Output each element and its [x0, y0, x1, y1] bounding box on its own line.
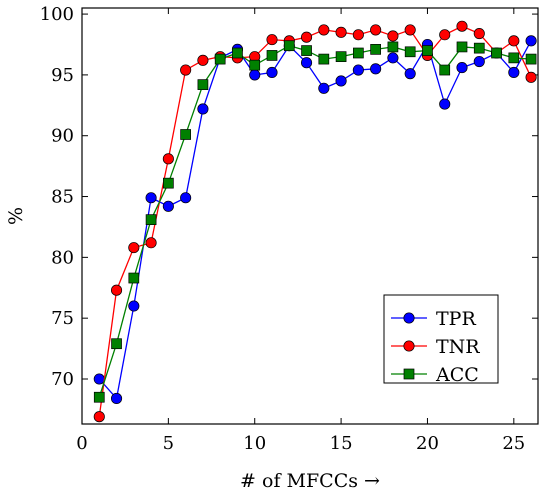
data-point-tnr	[456, 20, 468, 32]
data-point-acc	[491, 47, 502, 59]
data-point-tpr	[318, 82, 330, 94]
legend-label-acc: ACC	[435, 364, 479, 386]
data-point-tnr	[473, 27, 485, 40]
data-point-acc	[422, 45, 433, 56]
x-tick-label: 20	[416, 433, 439, 454]
data-point-tnr	[508, 35, 520, 47]
data-point-acc	[111, 338, 122, 350]
data-point-acc	[404, 46, 416, 58]
data-point-tpr	[525, 35, 537, 47]
data-point-tnr	[162, 153, 174, 165]
legend-label-tpr: TPR	[436, 308, 476, 330]
data-point-tnr	[352, 29, 364, 41]
data-point-tpr	[93, 373, 105, 385]
x-tick-label: 0	[76, 433, 87, 454]
x-tick-label: 25	[502, 433, 525, 454]
data-point-tpr	[128, 300, 140, 312]
data-point-acc	[318, 53, 330, 65]
series-layer	[93, 20, 537, 423]
x-tick-label: 10	[243, 433, 266, 454]
data-point-tnr	[370, 24, 382, 36]
data-point-acc	[387, 41, 399, 53]
y-tick-label: 90	[51, 126, 74, 147]
data-point-acc	[283, 40, 295, 52]
data-point-acc	[163, 177, 174, 189]
data-point-acc	[249, 59, 261, 71]
data-point-tpr	[110, 392, 123, 405]
y-tick-label: 80	[51, 247, 74, 268]
data-point-acc	[456, 41, 468, 53]
legend-label-tnr: TNR	[436, 336, 480, 358]
legend-marker-tpr	[403, 312, 415, 324]
data-point-tnr	[300, 31, 313, 43]
data-point-tnr	[525, 71, 537, 83]
data-point-acc	[214, 53, 226, 65]
x-tick-label: 5	[163, 433, 174, 454]
data-point-acc	[145, 214, 157, 225]
x-axis-label: # of MFCCs →	[240, 470, 380, 492]
data-point-tnr	[145, 237, 157, 249]
legend: TPR TNR ACC	[383, 294, 499, 386]
data-point-tpr	[180, 192, 192, 204]
data-point-tnr	[266, 34, 278, 46]
data-point-tpr	[162, 200, 174, 212]
y-tick-label: 70	[51, 369, 74, 390]
data-point-acc	[439, 64, 451, 76]
data-point-tnr	[110, 284, 123, 296]
data-point-tpr	[473, 55, 485, 68]
data-point-tnr	[318, 24, 330, 36]
legend-marker-tnr	[403, 340, 415, 352]
data-point-acc	[180, 129, 191, 140]
data-point-acc	[473, 42, 485, 54]
data-point-tpr	[145, 192, 157, 204]
y-tick-label: 95	[51, 65, 74, 86]
data-point-tpr	[249, 69, 261, 81]
data-point-acc	[128, 272, 140, 284]
data-point-tpr	[197, 103, 209, 115]
data-point-acc	[335, 51, 347, 63]
y-tick-label: 75	[51, 308, 74, 329]
data-point-tnr	[335, 26, 347, 38]
series-tnr	[93, 20, 537, 423]
y-tick-label: 100	[40, 4, 74, 25]
series-acc	[93, 40, 537, 403]
data-point-tpr	[456, 62, 468, 74]
data-point-tpr	[387, 52, 399, 64]
data-point-tpr	[266, 66, 278, 79]
data-point-acc	[266, 50, 278, 61]
data-point-tpr	[508, 66, 520, 79]
data-point-tnr	[404, 24, 416, 36]
data-point-tpr	[300, 57, 313, 69]
data-point-acc	[93, 391, 105, 403]
data-point-tnr	[387, 30, 399, 42]
data-point-tpr	[439, 98, 451, 110]
data-point-acc	[232, 47, 243, 59]
data-point-tnr	[93, 411, 105, 423]
data-point-acc	[508, 52, 520, 64]
data-point-tnr	[180, 64, 192, 76]
data-point-acc	[197, 79, 209, 90]
data-point-acc	[525, 53, 537, 65]
axis-ticks: 0 5 10 15 20 25 70 75 80 85 90 95 100	[40, 4, 538, 454]
x-tick-label: 15	[330, 433, 353, 454]
y-tick-label: 85	[51, 187, 74, 208]
data-point-tpr	[404, 68, 416, 80]
data-point-acc	[370, 44, 381, 55]
legend-box	[383, 294, 499, 384]
data-point-acc	[353, 47, 364, 59]
legend-marker-acc	[403, 368, 415, 380]
data-point-tpr	[335, 75, 347, 87]
data-point-tpr	[370, 63, 382, 75]
data-point-tnr	[197, 54, 209, 66]
data-point-tnr	[439, 29, 451, 41]
y-axis-label: %	[5, 207, 27, 225]
data-point-tnr	[128, 242, 140, 254]
data-point-tpr	[352, 64, 364, 76]
data-point-acc	[301, 45, 312, 56]
